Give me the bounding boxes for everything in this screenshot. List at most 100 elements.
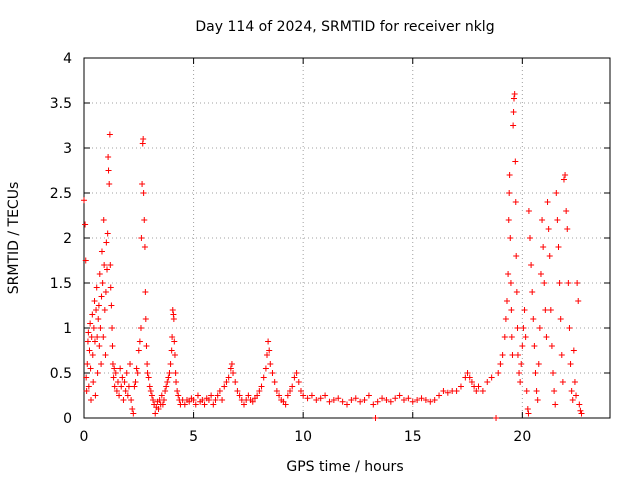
data-point (107, 284, 114, 291)
data-point (227, 365, 234, 372)
data-point (545, 226, 552, 232)
data-point (81, 197, 87, 204)
y-tick-label: 0.5 (50, 366, 72, 382)
data-point (505, 271, 512, 277)
data-point (266, 347, 273, 354)
data-point (521, 307, 528, 313)
data-point (265, 338, 272, 345)
data-point (506, 172, 513, 178)
chart-title: Day 114 of 2024, SRMTID for receiver nkl… (195, 19, 494, 35)
data-point (267, 361, 274, 367)
data-point (571, 379, 578, 385)
data-point (168, 347, 175, 354)
data-point (556, 280, 563, 286)
data-point (436, 392, 443, 399)
data-point (134, 370, 141, 376)
data-point (488, 374, 495, 381)
data-point (546, 253, 553, 259)
data-point (528, 262, 535, 268)
data-point (106, 131, 113, 138)
data-point (550, 370, 557, 376)
data-point (144, 361, 151, 367)
data-point (533, 388, 540, 394)
x-tick-label: 15 (404, 429, 422, 445)
data-point (422, 397, 429, 403)
data-point (514, 325, 521, 331)
data-point (322, 392, 329, 399)
data-point (114, 379, 121, 385)
data-point (201, 401, 208, 408)
data-point (163, 383, 170, 390)
x-tick-label: 5 (189, 429, 198, 445)
data-point (317, 395, 324, 402)
data-point (293, 370, 300, 376)
data-point (300, 392, 307, 399)
data-point (466, 374, 473, 381)
data-point (503, 298, 510, 304)
data-point (427, 398, 434, 405)
y-tick-label: 1.5 (50, 276, 72, 292)
data-point (562, 172, 569, 178)
y-tick-label: 1 (63, 321, 72, 337)
data-point (162, 388, 169, 394)
data-point (142, 289, 149, 295)
data-point (348, 397, 355, 403)
data-point (82, 257, 89, 264)
data-point (568, 388, 575, 394)
data-point (297, 388, 304, 394)
data-point (216, 388, 223, 394)
data-point (84, 361, 91, 367)
data-point (530, 316, 537, 322)
data-point (89, 311, 96, 318)
data-point (339, 398, 346, 405)
y-tick-label: 3 (63, 141, 72, 157)
data-point (567, 361, 574, 367)
data-point (509, 352, 516, 358)
data-point (527, 235, 534, 241)
data-point (548, 343, 555, 349)
data-point (513, 289, 520, 295)
data-point (113, 388, 120, 394)
data-point (105, 167, 112, 174)
data-point (152, 410, 159, 417)
data-point (150, 397, 157, 403)
data-point (102, 289, 109, 295)
data-point (514, 352, 521, 358)
data-point (89, 352, 96, 358)
data-point (245, 392, 252, 399)
data-point (508, 334, 515, 340)
data-point (518, 361, 525, 367)
data-point (387, 398, 394, 405)
data-point (361, 397, 368, 403)
data-point (102, 352, 109, 358)
data-point (269, 370, 276, 376)
x-tick-label: 10 (294, 429, 312, 445)
data-point (221, 383, 228, 390)
data-point (210, 401, 217, 408)
data-point (84, 338, 91, 345)
data-point (414, 397, 421, 403)
data-point (484, 379, 491, 385)
data-point (93, 284, 100, 291)
data-point (379, 395, 386, 402)
data-point (383, 397, 390, 403)
data-point (540, 244, 547, 250)
data-point (124, 392, 131, 399)
data-point (109, 361, 116, 367)
x-tick-label: 0 (80, 429, 89, 445)
data-point (295, 379, 302, 385)
data-point (95, 316, 102, 322)
data-point (98, 361, 105, 367)
data-point (86, 347, 93, 354)
data-point (576, 401, 583, 408)
data-point (335, 395, 342, 402)
data-point (236, 392, 243, 399)
data-point (160, 397, 167, 403)
data-point (129, 406, 136, 412)
data-point (170, 316, 177, 322)
x-axis-label: GPS time / hours (286, 459, 403, 475)
data-point (559, 379, 566, 385)
data-point (479, 388, 486, 394)
data-point (118, 383, 125, 390)
